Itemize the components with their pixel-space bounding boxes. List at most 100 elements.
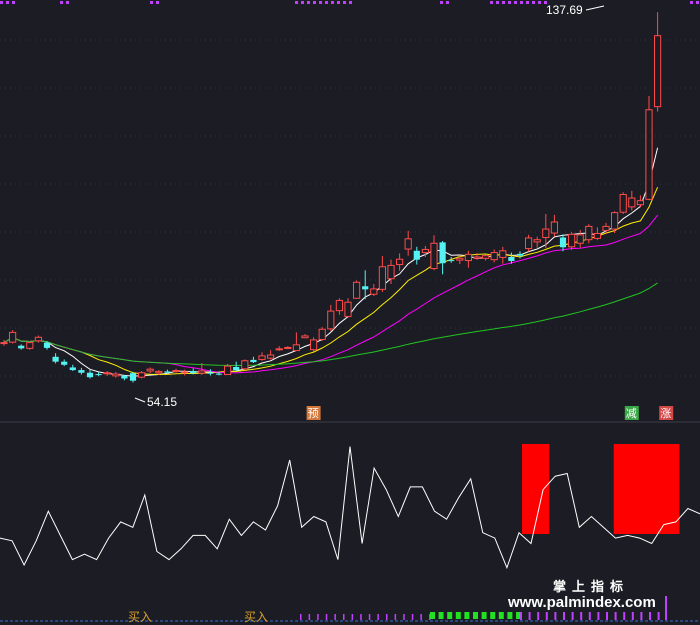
candle-up xyxy=(318,328,326,340)
ma-line-5 xyxy=(3,147,659,377)
top-marker xyxy=(66,1,69,4)
oscillator-panel xyxy=(0,444,700,570)
top-marker xyxy=(544,1,547,4)
signal-bar-green xyxy=(490,612,496,619)
signal-block xyxy=(613,444,680,534)
signal-tick xyxy=(631,612,634,620)
candle-up xyxy=(533,239,541,243)
top-marker xyxy=(496,1,499,4)
signal-bar-green xyxy=(516,612,521,619)
candle-up xyxy=(636,200,644,206)
top-marker xyxy=(325,1,328,4)
signal-bar-green xyxy=(481,612,487,619)
candle-up xyxy=(387,264,395,280)
top-marker xyxy=(514,1,517,4)
signal-tick xyxy=(386,614,388,620)
signal-tick xyxy=(640,612,643,620)
signal-tick xyxy=(317,614,319,620)
signal-tick xyxy=(554,612,557,620)
candle-down xyxy=(559,237,567,248)
signal-tag-box xyxy=(306,406,321,420)
signal-tick xyxy=(325,614,328,620)
signal-bar-green xyxy=(447,612,453,619)
ma-line-20 xyxy=(3,214,658,374)
top-marker xyxy=(508,1,511,4)
candle-up xyxy=(112,373,120,377)
candle-up xyxy=(619,193,627,213)
signal-tick xyxy=(394,614,397,620)
volume-signal-strip xyxy=(0,596,700,622)
signal-tick xyxy=(520,612,522,620)
signal-bar-green xyxy=(473,612,478,619)
signal-tick xyxy=(545,612,548,620)
candle-down xyxy=(164,371,171,373)
top-marker xyxy=(150,1,153,4)
candle-up xyxy=(464,253,472,262)
candle-up xyxy=(258,355,266,360)
signal-tick xyxy=(300,614,302,620)
candle-down xyxy=(413,250,420,260)
signal-tick xyxy=(537,612,540,620)
signal-tick xyxy=(368,614,371,620)
moving-averages xyxy=(3,147,659,377)
candle-down xyxy=(95,374,102,376)
candle-up xyxy=(550,221,558,234)
top-marker xyxy=(60,1,63,4)
candle-up xyxy=(593,232,601,239)
signal-bar-green xyxy=(498,612,504,619)
top-marker xyxy=(490,1,493,4)
candle-up xyxy=(645,109,653,200)
candle-up xyxy=(611,212,619,230)
high-price-label: 137.69 xyxy=(546,3,583,17)
candle-down xyxy=(43,342,51,348)
candle-down xyxy=(61,361,68,365)
signal-tag-text: 减 xyxy=(626,407,637,420)
candle-up xyxy=(370,288,378,295)
candle-down xyxy=(86,372,94,378)
signal-tags: 预减涨 xyxy=(306,406,674,420)
candle-down xyxy=(52,356,59,362)
candle-down xyxy=(516,253,524,256)
candle-up xyxy=(490,252,498,261)
signal-tick xyxy=(563,612,565,620)
price-labels: 137.69 54.15 xyxy=(134,3,605,409)
oscillator-line xyxy=(0,446,700,570)
candle-up xyxy=(0,342,8,345)
candle-up xyxy=(284,346,292,349)
candle-down xyxy=(207,372,214,374)
candle-up xyxy=(378,266,386,290)
top-marker xyxy=(301,1,304,4)
signal-tick xyxy=(528,612,531,620)
signal-bar-green xyxy=(464,612,470,619)
top-marker xyxy=(526,1,529,4)
watermark-url: www.palmindex.com xyxy=(507,594,656,611)
ma-line-10 xyxy=(3,187,659,375)
signal-tick xyxy=(623,612,626,620)
candles xyxy=(0,12,662,383)
top-marker xyxy=(520,1,523,4)
candle-up xyxy=(241,360,249,370)
low-arrow xyxy=(134,397,146,403)
signal-tick xyxy=(429,614,431,620)
signal-block xyxy=(521,444,550,534)
candle-up xyxy=(9,331,17,343)
candle-down xyxy=(448,260,455,262)
candle-up xyxy=(224,365,232,376)
candle-up xyxy=(275,348,283,351)
candle-down xyxy=(69,367,76,371)
candle-up xyxy=(602,225,610,231)
signal-tick xyxy=(614,612,617,620)
candle-down xyxy=(78,370,85,373)
candle-up xyxy=(585,225,593,241)
top-marker xyxy=(12,1,15,4)
candle-up xyxy=(473,256,481,259)
candle-up xyxy=(155,370,163,374)
signal-tick xyxy=(351,614,354,620)
candle-up xyxy=(430,242,438,270)
candle-up xyxy=(301,335,309,339)
candle-down xyxy=(250,359,257,363)
candle-down xyxy=(362,286,369,290)
top-marker xyxy=(502,1,505,4)
candle-up xyxy=(421,248,429,254)
buy-label: 买入 xyxy=(244,610,268,624)
